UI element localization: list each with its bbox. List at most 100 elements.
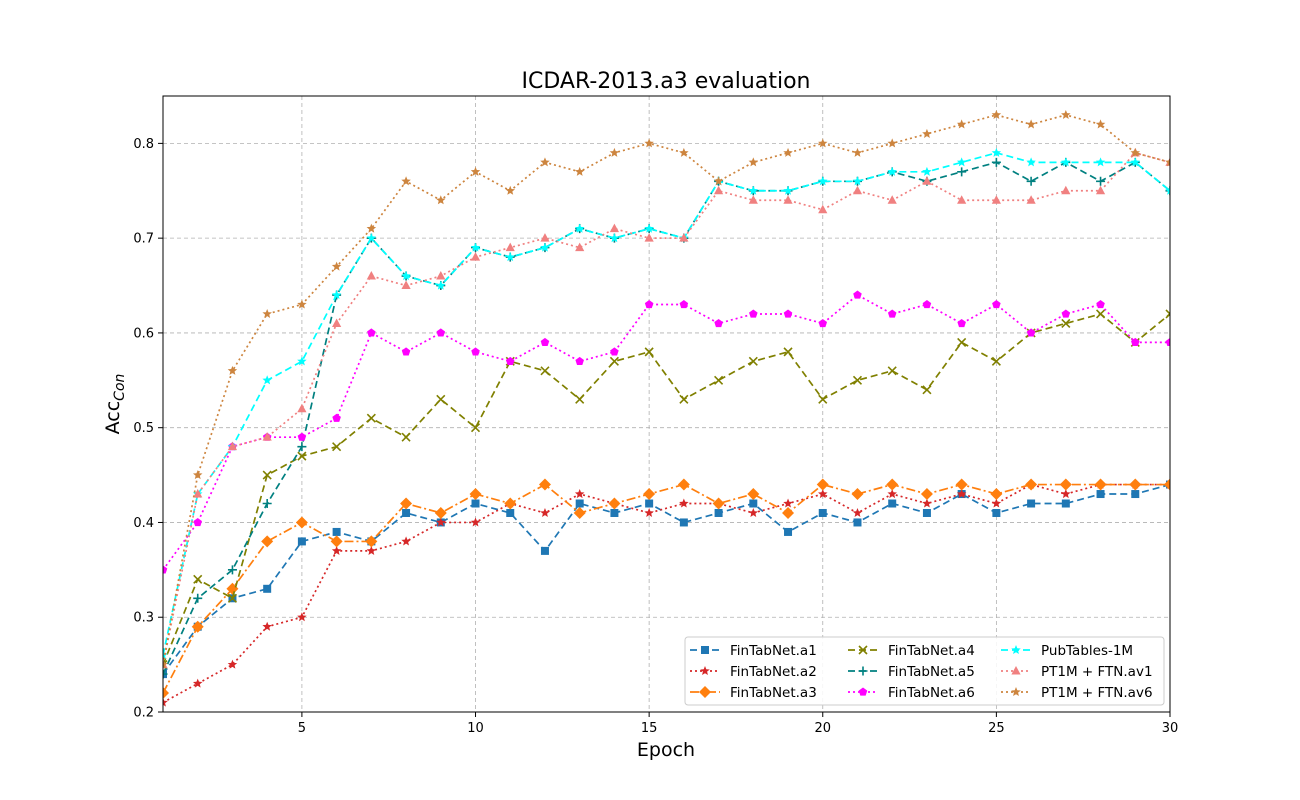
data-point (1095, 185, 1106, 195)
data-point (1165, 186, 1170, 196)
legend-item-pt1m-ftn-av1: PT1M + FTN.av1 (1001, 664, 1153, 680)
data-point (436, 195, 446, 205)
series-line-pt1m-ftn-av6 (163, 114, 1170, 665)
data-point (644, 507, 654, 518)
data-point (297, 299, 307, 309)
data-point (1026, 119, 1036, 129)
data-point (1061, 309, 1071, 318)
data-point (920, 488, 933, 501)
data-point (644, 223, 654, 233)
series-line-pubtables-1m (163, 152, 1170, 656)
data-point (295, 516, 308, 529)
data-point (748, 195, 758, 204)
data-point (470, 423, 481, 433)
data-point (297, 432, 307, 441)
data-point (505, 356, 515, 365)
legend-item-fintabnet-a3: FinTabNet.a3 (690, 685, 817, 701)
legend-swatch-marker (858, 666, 868, 676)
data-point (783, 309, 793, 318)
data-point (366, 223, 377, 233)
y-tick-label: 0.5 (133, 421, 154, 436)
data-point (401, 536, 411, 546)
data-point (366, 233, 377, 243)
data-point (297, 356, 307, 366)
data-point (573, 506, 586, 519)
y-tick-label: 0.3 (133, 611, 154, 626)
data-point (505, 185, 515, 195)
legend-item-fintabnet-a4: FinTabNet.a4 (848, 643, 975, 659)
data-point (922, 176, 932, 185)
data-point (887, 309, 897, 318)
data-point (193, 489, 203, 498)
data-point (262, 621, 272, 631)
data-point (714, 508, 723, 517)
data-point (679, 299, 689, 309)
data-point (1061, 157, 1071, 167)
data-point (783, 147, 793, 157)
data-point (1026, 176, 1036, 186)
data-point (331, 290, 342, 300)
data-point (922, 508, 931, 517)
legend-swatch-marker (1011, 687, 1021, 697)
data-point (955, 478, 968, 491)
data-point (470, 252, 481, 261)
data-point (609, 233, 620, 243)
x-axis-title: Epoch (637, 739, 695, 761)
legend-swatch-marker (700, 666, 710, 676)
legend-label: FinTabNet.a3 (730, 685, 817, 701)
data-point (644, 347, 654, 357)
series-pubtables-1m (163, 147, 1170, 660)
data-point (990, 488, 1003, 501)
data-point (679, 518, 688, 527)
data-point (505, 242, 515, 252)
data-point (610, 508, 619, 517)
data-point (677, 478, 690, 491)
data-point (852, 185, 863, 195)
data-point (540, 366, 550, 376)
x-tick-label: 10 (467, 721, 484, 736)
data-point (818, 318, 828, 328)
data-point (574, 166, 585, 176)
data-point (575, 242, 585, 252)
data-point (748, 356, 758, 366)
data-point (818, 508, 827, 517)
data-point (1131, 337, 1140, 347)
data-point (540, 157, 550, 167)
data-point (609, 356, 619, 366)
data-point (505, 252, 515, 262)
legend-label: FinTabNet.a4 (888, 643, 975, 659)
data-point (956, 157, 967, 167)
legend-item-pubtables-1m: PubTables-1M (1001, 643, 1133, 659)
y-tick-label: 0.7 (133, 232, 154, 247)
data-point (957, 318, 966, 328)
data-point (163, 659, 168, 669)
data-point (193, 593, 203, 603)
data-point (540, 233, 550, 242)
data-point (1095, 157, 1106, 167)
data-point (679, 233, 689, 242)
data-point (1096, 299, 1105, 309)
data-point (1061, 499, 1070, 508)
y-tick-label: 0.2 (133, 706, 154, 721)
legend-item-fintabnet-a5: FinTabNet.a5 (848, 664, 975, 680)
legend-swatch-marker (858, 687, 868, 696)
series-pt1m-ftn-av1 (163, 147, 1170, 669)
series-line-pt1m-ftn-av1 (163, 152, 1170, 665)
data-point (436, 517, 446, 527)
data-point (575, 356, 584, 365)
data-point (400, 497, 413, 510)
data-point (783, 498, 793, 508)
x-tick-label: 20 (814, 721, 831, 736)
data-point (713, 176, 724, 186)
data-point (575, 499, 584, 508)
data-point (644, 233, 654, 242)
data-point (469, 488, 482, 501)
data-point (332, 413, 341, 422)
data-point (957, 337, 967, 347)
data-point (1061, 109, 1071, 119)
data-point (608, 497, 621, 510)
data-point (852, 375, 863, 385)
data-point (956, 489, 967, 499)
data-point (538, 478, 551, 491)
data-point (991, 498, 1002, 508)
